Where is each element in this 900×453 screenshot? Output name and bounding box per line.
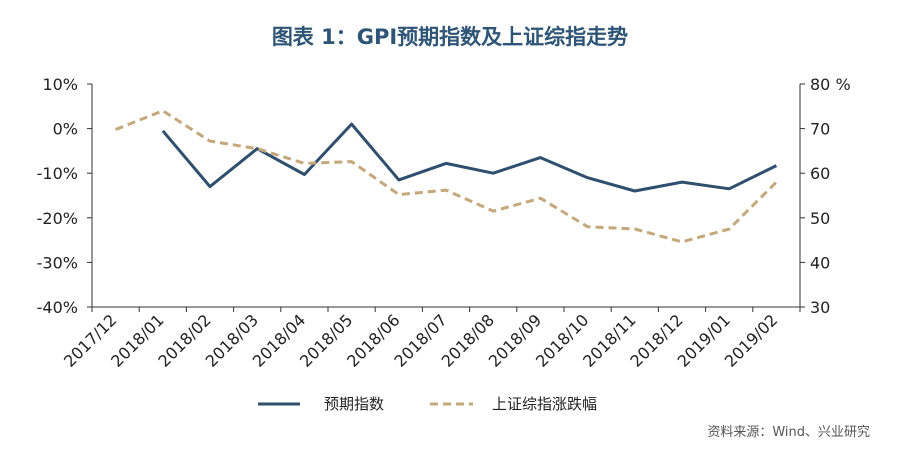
left-tick-label: -40% bbox=[37, 298, 78, 317]
left-tick-label: -10% bbox=[37, 164, 78, 183]
x-tick-label: 2019/02 bbox=[721, 310, 781, 370]
right-tick-label: 80 % bbox=[810, 75, 851, 94]
series-line-shanghai bbox=[115, 109, 778, 244]
plot-area: 10%0%-10%-20%-30%-40%80 %70605040302017/… bbox=[37, 75, 851, 371]
legend-label-shanghai: 上证综指涨跌幅 bbox=[492, 395, 597, 413]
left-tick-label: 0% bbox=[53, 120, 78, 139]
series-line-gpi bbox=[161, 122, 778, 193]
left-tick-label: -30% bbox=[37, 253, 78, 272]
chart-title: 图表 1：GPI预期指数及上证综指走势 bbox=[272, 25, 628, 49]
legend: 预期指数 上证综指涨跌幅 bbox=[258, 395, 597, 413]
right-tick-label: 60 bbox=[810, 164, 830, 183]
source-note: 资料来源：Wind、兴业研究 bbox=[707, 425, 870, 440]
right-tick-label: 70 bbox=[810, 120, 830, 139]
left-tick-label: 10% bbox=[42, 75, 78, 94]
right-tick-label: 50 bbox=[810, 209, 830, 228]
right-tick-label: 30 bbox=[810, 298, 830, 317]
legend-label-gpi: 预期指数 bbox=[324, 395, 384, 413]
left-tick-label: -20% bbox=[37, 209, 78, 228]
right-tick-label: 40 bbox=[810, 253, 830, 272]
